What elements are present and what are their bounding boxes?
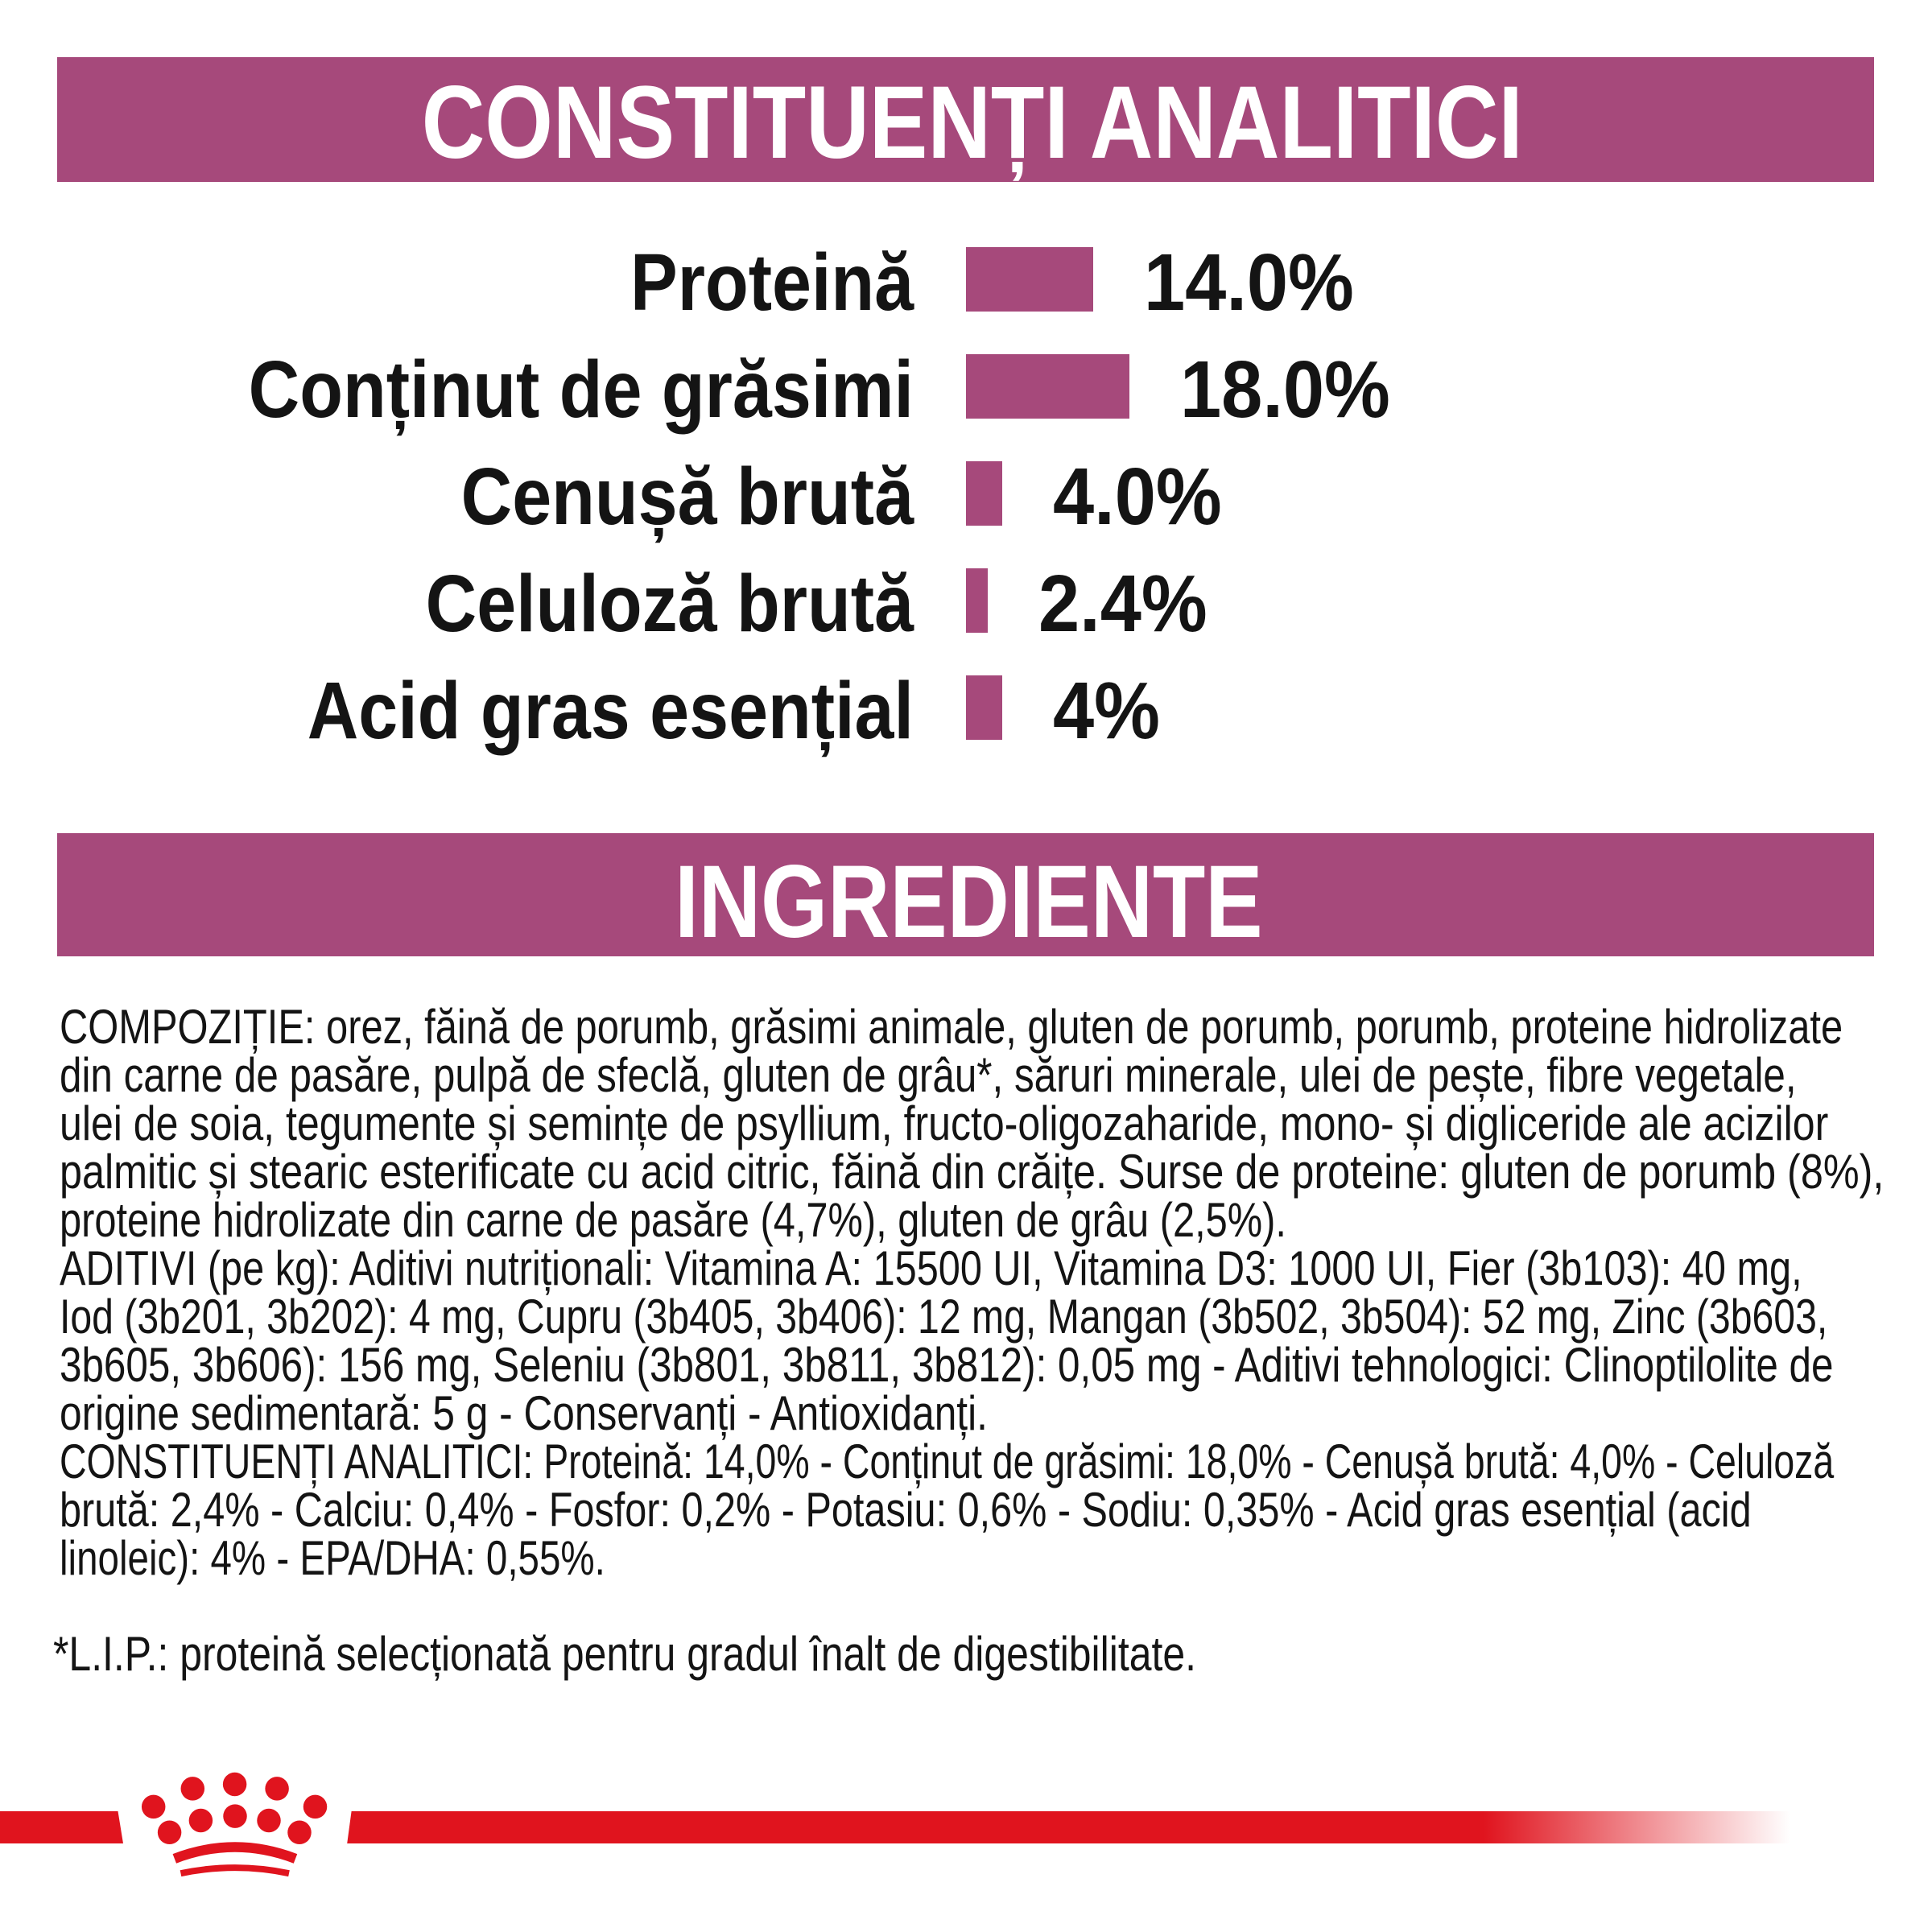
brand-strip [0,1772,1791,1877]
ingredients-text-line: origine sedimentară: 5 g - Conservanți -… [60,1386,988,1440]
analytical-constituents-banner: CONSTITUENȚI ANALITICI [57,57,1874,182]
ingredients-text-line: proteine hidrolizate din carne de pasăre… [60,1193,1286,1247]
ingredients-text-line: brută: 2,4% - Calciu: 0,4% - Fosfor: 0,2… [60,1483,1752,1537]
royal-canin-crown-logo [141,1772,328,1877]
ingredients-text: COMPOZIȚIE: orez, făină de porumb, grăsi… [60,1003,1932,1583]
red-stripe [0,1811,1791,1843]
ingredients-text-line: palmitic și stearic esterificate cu acid… [60,1145,1885,1199]
chart-value-label: 4.0% [1053,452,1222,542]
chart-row: Acid gras esențial 4% [0,666,1932,756]
analytical-constituents-title: CONSTITUENȚI ANALITICI [421,65,1523,180]
chart-row: Celuloză brută 2.4% [0,559,1932,649]
ingredients-text-line: ADITIVI (pe kg): Aditivi nutriționali: V… [60,1241,1802,1295]
chart-row: Conținut de grăsimi 18.0% [0,345,1932,435]
chart-value-label: 2.4% [1038,559,1208,649]
ingredients-text-line: COMPOZIȚIE: orez, făină de porumb, grăsi… [60,1000,1843,1054]
ingredients-text-line: 3b605, 3b606): 156 mg, Seleniu (3b801, 3… [60,1338,1834,1392]
chart-category-label: Acid gras esențial [307,666,914,756]
chart-row: Proteină 14.0% [0,237,1932,328]
analytical-constituents-chart: Proteină 14.0% Conținut de grăsimi 18.0%… [0,0,1932,833]
chart-row: Cenușă brută 4.0% [0,452,1932,542]
chart-bar [966,354,1129,419]
chart-bar [966,461,1003,526]
ingredients-text-line: linoleic): 4% - EPA/DHA: 0,55%. [60,1531,605,1585]
ingredients-text-line: CONSTITUENȚI ANALITICI: Proteină: 14,0% … [60,1435,1835,1488]
chart-category-label: Cenușă brută [460,452,914,542]
ingredients-title: INGREDIENTE [675,844,1263,960]
chart-bar [966,568,988,633]
chart-value-label: 18.0% [1179,345,1390,435]
chart-value-label: 14.0% [1143,237,1354,328]
chart-bar [966,247,1093,312]
chart-category-label: Conținut de grăsimi [248,345,914,435]
chart-category-label: Proteină [630,237,914,328]
chart-value-label: 4% [1053,666,1161,756]
lip-footnote: *L.I.P.: proteină selecționată pentru gr… [53,1627,1196,1681]
chart-bar [966,675,1003,740]
ingredients-banner: INGREDIENTE [57,833,1874,960]
ingredients-text-line: Iod (3b201, 3b202): 4 mg, Cupru (3b405, … [60,1290,1828,1344]
red-stripe-left [0,1811,123,1843]
chart-category-label: Celuloză brută [425,559,914,649]
red-stripe-right [347,1811,1791,1843]
ingredients-text-line: din carne de pasăre, pulpă de sfeclă, gl… [60,1048,1797,1102]
ingredients-text-line: ulei de soia, tegumente și semințe de ps… [60,1096,1829,1150]
